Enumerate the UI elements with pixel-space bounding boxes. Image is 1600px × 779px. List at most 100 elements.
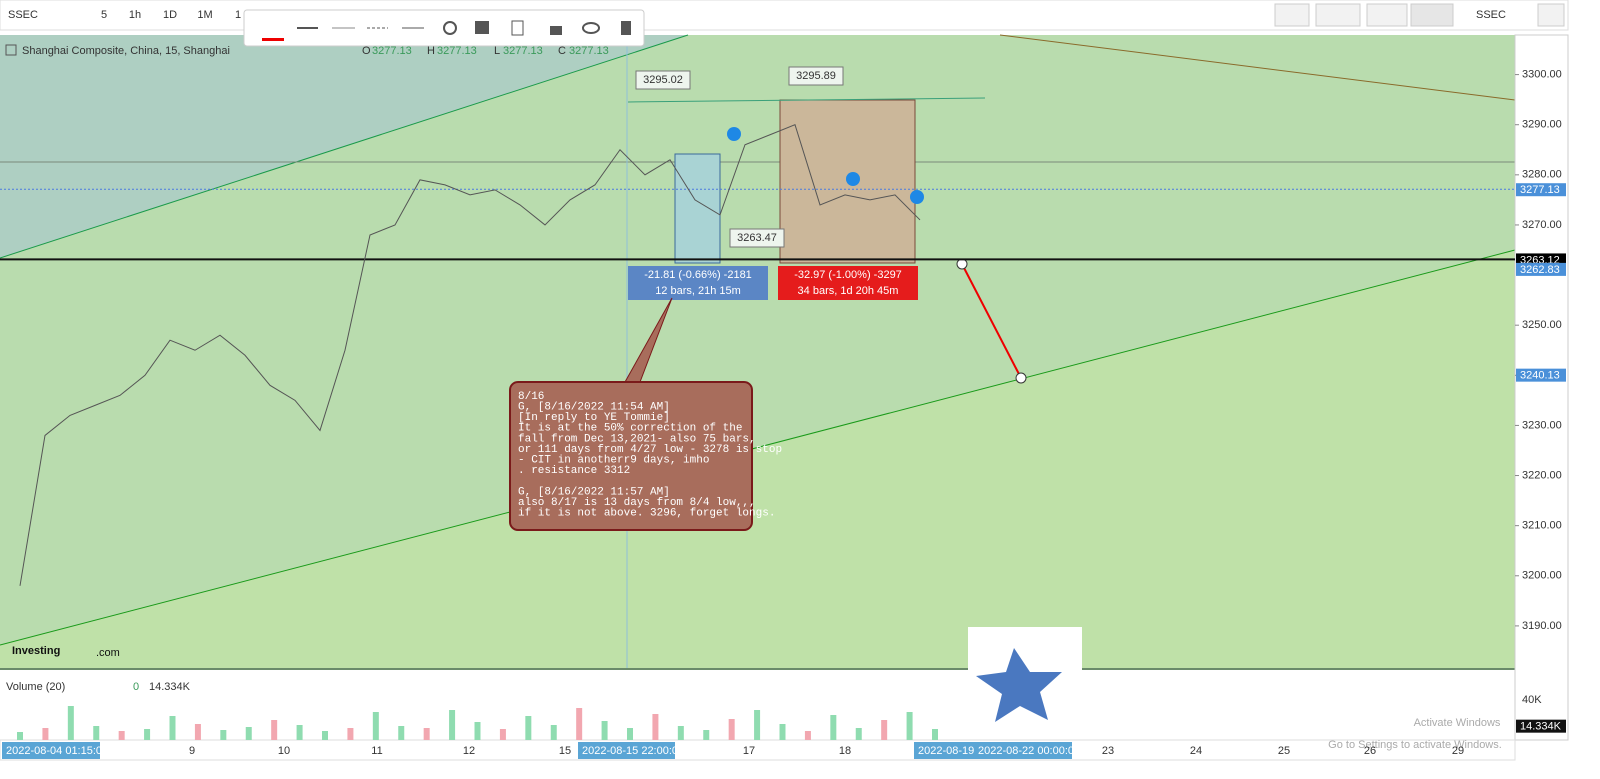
volume-bar bbox=[42, 728, 49, 740]
measure-box bbox=[674, 153, 721, 264]
high-line bbox=[627, 97, 986, 103]
x-tick-label: 9 bbox=[189, 745, 195, 757]
volume-badge-text: 14.334K bbox=[1520, 721, 1562, 733]
volume-bar bbox=[881, 720, 888, 740]
eye-icon[interactable] bbox=[582, 22, 600, 34]
volume-bar bbox=[449, 710, 456, 740]
note-line: or 111 days from 4/27 low - 3278 is stop bbox=[518, 444, 782, 456]
callout-text: 3295.02 bbox=[643, 74, 683, 86]
measure-label bbox=[778, 266, 918, 300]
layout-button[interactable] bbox=[1315, 3, 1361, 27]
time-badge bbox=[578, 742, 675, 759]
y-tick-label: 3220.00 bbox=[1522, 469, 1562, 481]
cloud-button[interactable] bbox=[1366, 3, 1408, 27]
volume-bar bbox=[576, 708, 583, 740]
symbol[interactable]: SSEC bbox=[8, 9, 38, 21]
measure-text: 12 bars, 21h 15m bbox=[655, 285, 741, 297]
handle[interactable] bbox=[1015, 372, 1027, 384]
price-badge-text: 3240.13 bbox=[1520, 370, 1560, 382]
y-tick-label: 3250.00 bbox=[1522, 319, 1562, 331]
legend-value: 3277.13 bbox=[503, 45, 543, 57]
volume-bar bbox=[728, 719, 735, 740]
collapse-icon[interactable] bbox=[5, 44, 17, 56]
note-line: . resistance 3312 bbox=[518, 465, 630, 477]
volume-bar bbox=[627, 728, 633, 740]
delete-icon[interactable] bbox=[621, 21, 631, 35]
legend-label: C bbox=[558, 45, 566, 57]
pivot-marker[interactable] bbox=[910, 190, 924, 204]
color-swatch[interactable] bbox=[262, 38, 284, 41]
fullscreen-button[interactable] bbox=[1537, 3, 1565, 27]
volume-bar bbox=[144, 729, 151, 740]
callout-text: 3263.47 bbox=[737, 232, 777, 244]
volume-bar bbox=[423, 728, 430, 740]
volume-bar bbox=[322, 731, 328, 740]
volume-bar bbox=[499, 729, 506, 740]
pane-divider bbox=[0, 668, 1515, 670]
volume-bar bbox=[220, 730, 227, 740]
time-badge-text: 2022-08-19 ( bbox=[918, 745, 981, 757]
measure-text: 34 bars, 1d 20h 45m bbox=[798, 285, 899, 297]
time-badge bbox=[2, 742, 100, 759]
watermark: Activate Windows bbox=[1414, 717, 1501, 729]
symbol-box[interactable]: SSEC bbox=[1476, 9, 1506, 21]
news-marker[interactable] bbox=[846, 172, 860, 186]
note-line: 8/16 bbox=[518, 391, 544, 403]
y-tick-label: 3300.00 bbox=[1522, 69, 1562, 81]
upload-button[interactable] bbox=[1410, 3, 1454, 27]
volume-bar bbox=[804, 731, 811, 740]
channel-line bbox=[0, 249, 1516, 646]
note-line: - CIT in anotherr9 days, imho bbox=[518, 455, 709, 467]
trend-line bbox=[999, 34, 1516, 101]
y-tick-label: 3210.00 bbox=[1522, 520, 1562, 532]
time-badge bbox=[974, 742, 1072, 759]
star-icon bbox=[976, 648, 1062, 722]
note-line: [In reply to YE Tommie] bbox=[518, 412, 670, 424]
x-tick-label: 23 bbox=[1102, 745, 1114, 757]
volume-bar bbox=[703, 730, 710, 740]
volume-current: 14.334K bbox=[149, 681, 191, 693]
y-tick-label: 3280.00 bbox=[1522, 169, 1562, 181]
volume-bar bbox=[906, 712, 913, 740]
time-badge-text: 2022-08-04 01:15:00 bbox=[6, 745, 108, 757]
callout-text: 3295.89 bbox=[796, 70, 836, 82]
volume-zero: 0 bbox=[133, 681, 139, 693]
volume-bar bbox=[830, 715, 837, 740]
clone-icon[interactable] bbox=[511, 20, 524, 36]
channel-line bbox=[0, 34, 689, 259]
layers-icon[interactable] bbox=[475, 21, 489, 34]
legend-value: 3277.13 bbox=[372, 45, 412, 57]
handle[interactable] bbox=[956, 258, 968, 270]
y-tick-label: 3270.00 bbox=[1522, 219, 1562, 231]
news-marker[interactable] bbox=[727, 127, 741, 141]
settings-icon[interactable] bbox=[443, 21, 457, 35]
interval-button[interactable]: 1 bbox=[235, 9, 241, 21]
price-badge-text: 3262.83 bbox=[1520, 264, 1560, 276]
camera-button[interactable] bbox=[1274, 3, 1310, 27]
note-box bbox=[509, 381, 753, 531]
volume-bar bbox=[347, 728, 354, 740]
note-line: G, [8/16/2022 11:54 AM] bbox=[518, 402, 670, 414]
interval-button[interactable]: 1h bbox=[129, 9, 141, 21]
volume-bar bbox=[652, 714, 659, 740]
volume-bar bbox=[525, 716, 532, 740]
volume-tick-label: 40K bbox=[1522, 694, 1542, 706]
interval-button[interactable]: 5 bbox=[101, 9, 107, 21]
volume-bar bbox=[169, 716, 176, 740]
price-badge bbox=[1516, 368, 1566, 382]
legend-value: 3277.13 bbox=[437, 45, 477, 57]
price-callout bbox=[635, 70, 691, 90]
x-tick-label: 17 bbox=[743, 745, 755, 757]
watermark: Go to Settings to activate Windows. bbox=[1328, 739, 1502, 751]
legend-label: H bbox=[427, 45, 435, 57]
interval-button[interactable]: 1D bbox=[163, 9, 177, 21]
note-line: also 8/17 is 13 days from 8/4 low,,, bbox=[518, 497, 756, 509]
interval-button[interactable]: 1M bbox=[197, 9, 212, 21]
lock-icon[interactable] bbox=[550, 26, 562, 35]
volume-bar bbox=[194, 724, 201, 740]
volume-badge bbox=[1516, 719, 1566, 733]
volume-bar bbox=[677, 726, 684, 740]
time-badge-text: 2022-08-22 00:00:00 bbox=[978, 745, 1080, 757]
x-tick-label: 18 bbox=[839, 745, 851, 757]
